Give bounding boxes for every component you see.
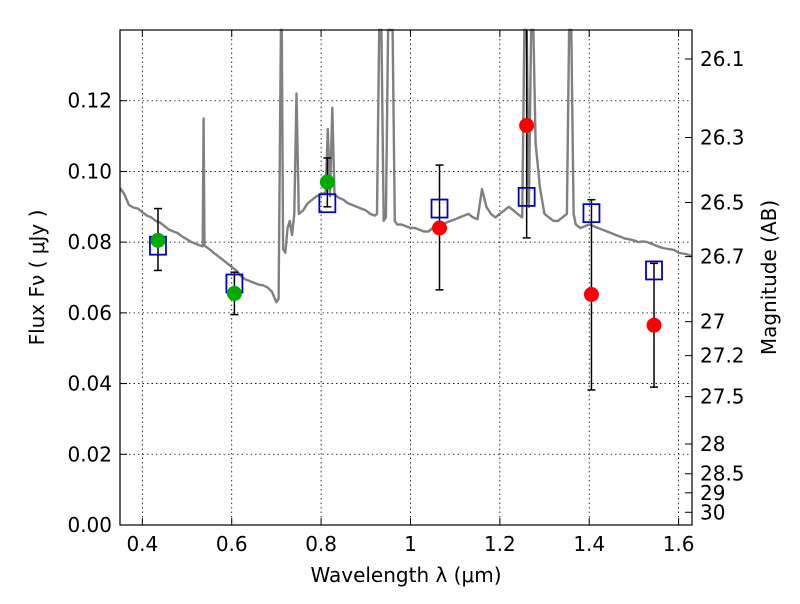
y-tick-label: 0.04 [67,372,112,396]
model-photometry-square [318,193,337,214]
y-axis-title: Flux Fν ( μJy ) [25,210,49,346]
observed-point-green [226,285,242,301]
observed-point-red [646,317,662,333]
model-photometry-square [430,198,449,219]
model-photometry-square [582,203,601,224]
y2-tick-label: 27.5 [700,385,745,409]
y-tick-label: 0.12 [67,89,112,113]
y2-tick-label: 26.7 [700,245,745,269]
x-tick-label: 1.2 [484,532,516,556]
y-tick-label: 0.00 [67,513,112,537]
y-tick-label: 0.02 [67,442,112,466]
observed-point-green [150,232,166,248]
x-tick-label: 0.6 [216,532,248,556]
axis-ticks: 0.4 0.6 0.8 1 1.2 1.4 1.6 0.00 0.02 0.04 0.06 0.08 0… [67,30,745,556]
y2-tick-label: 28 [700,432,725,456]
model-photometry-square [517,186,536,207]
y2-tick-label: 30 [700,500,725,524]
x-tick-label: 1 [404,532,417,556]
y2-tick-label: 26.5 [700,191,745,215]
y2-tick-label: 27 [700,310,725,334]
y2-tick-label: 27.2 [700,344,745,368]
observed-point-red [583,286,599,302]
y-tick-label: 0.08 [67,230,112,254]
observed-point-red [432,220,448,236]
y2-tick-label: 26.3 [700,125,745,149]
plot-frame [119,29,693,526]
y2-tick-label: 26.1 [700,47,745,71]
x-tick-label: 1.4 [573,532,605,556]
x-tick-label: 1.6 [663,532,695,556]
grid [120,30,692,526]
x-axis-title: Wavelength λ (μm) [310,563,501,587]
model-photometry-square [645,260,663,281]
model-spectrum [119,28,693,304]
observed-point-green [319,174,335,190]
model-spectrum-line [119,28,693,304]
error-bars [153,30,659,391]
observed-point-red [519,117,535,133]
x-tick-label: 0.8 [305,532,337,556]
y2-tick-label: 29 [700,481,725,505]
y2-axis-title: Magnitude (AB) [757,200,781,355]
data-markers [149,117,663,333]
y-tick-label: 0.06 [67,301,112,325]
y2-tick-label: 28.5 [700,462,745,486]
x-tick-label: 0.4 [126,532,158,556]
y-tick-label: 0.10 [67,159,112,183]
